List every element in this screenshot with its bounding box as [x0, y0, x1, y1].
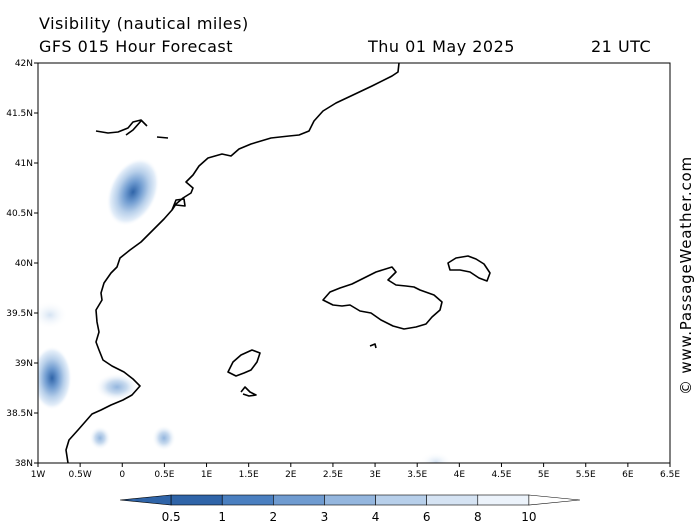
lon-tick-label: 4.5E — [491, 470, 511, 480]
lon-tick-label: 0.5W — [69, 470, 92, 480]
low-visibility-area — [106, 157, 160, 227]
legend-label: 8 — [474, 510, 482, 524]
lon-tick-label: 5.5E — [576, 470, 596, 480]
lon-tick-label: 0 — [119, 470, 125, 480]
low-visibility-area — [89, 426, 111, 450]
low-visibility-area — [38, 346, 72, 410]
lat-tick-label: 39.5N — [6, 309, 33, 319]
visibility-shading — [38, 157, 452, 463]
lat-tick-label: 41.5N — [6, 109, 33, 119]
legend-swatch — [170, 494, 223, 506]
legend-swatch — [324, 494, 376, 506]
legend-swatch — [375, 494, 427, 506]
ebro-delta — [171, 198, 186, 211]
forecast-date: Thu 01 May 2025 — [368, 37, 515, 56]
legend-swatch — [221, 494, 274, 506]
lat-tick-label: 40N — [15, 259, 33, 269]
lat-tick-label: 41N — [15, 159, 33, 169]
iberian-coastline — [65, 63, 400, 463]
lon-tick-label: 1W — [31, 470, 46, 480]
legend-arrow-low — [119, 494, 172, 506]
low-visibility-area — [95, 373, 139, 401]
lon-tick-label: 3.5E — [407, 470, 427, 480]
lat-tick-label: 38.5N — [6, 409, 33, 419]
cabrera — [369, 343, 377, 349]
lon-tick-label: 2E — [285, 470, 297, 480]
forecast-label: GFS 015 Hour Forecast — [39, 37, 234, 56]
legend-swatch — [273, 494, 325, 506]
legend-label: 2 — [270, 510, 278, 524]
low-visibility-area — [38, 301, 68, 329]
lon-tick-label: 1.5E — [239, 470, 259, 480]
legend-label: 6 — [423, 510, 431, 524]
legend-arrow-high — [528, 494, 581, 506]
legend-label: 1 — [218, 510, 226, 524]
low-visibility-area — [420, 452, 452, 463]
lon-tick-label: 6.5E — [660, 470, 680, 480]
legend-swatch — [426, 494, 479, 506]
legend: 0.5 1 2 3 4 6 8 10 — [119, 494, 581, 524]
legend-label: 4 — [372, 510, 380, 524]
coastlines — [65, 63, 491, 463]
legend-label: 3 — [321, 510, 329, 524]
map-title: Visibility (nautical miles) — [39, 14, 249, 33]
lon-tick-label: 0.5E — [154, 470, 174, 480]
lat-tick-label: 42N — [15, 59, 33, 69]
axis-ticks: 1W 0.5W 0 0.5E 1E 1.5E 2E 2.5E 3E 3.5E 4E 4.5E 5E 5.5… — [6, 59, 680, 480]
legend-swatch — [477, 494, 530, 506]
lon-tick-label: 6E — [622, 470, 634, 480]
mallorca — [322, 266, 443, 330]
lon-tick-label: 2.5E — [323, 470, 343, 480]
legend-label: 10 — [521, 510, 536, 524]
formentera — [240, 386, 257, 397]
lon-tick-label: 5E — [538, 470, 550, 480]
lat-tick-label: 39N — [15, 359, 33, 369]
lon-tick-label: 1E — [201, 470, 213, 480]
lat-tick-label: 40.5N — [6, 209, 33, 219]
lat-tick-label: 38N — [15, 459, 33, 469]
pyrenees-border — [95, 119, 169, 139]
forecast-time: 21 UTC — [591, 37, 652, 56]
lon-tick-label: 4E — [454, 470, 466, 480]
lon-tick-label: 3E — [369, 470, 381, 480]
ibiza — [227, 349, 261, 377]
legend-label: 0.5 — [162, 510, 181, 524]
low-visibility-area — [152, 425, 176, 451]
menorca — [447, 255, 491, 282]
